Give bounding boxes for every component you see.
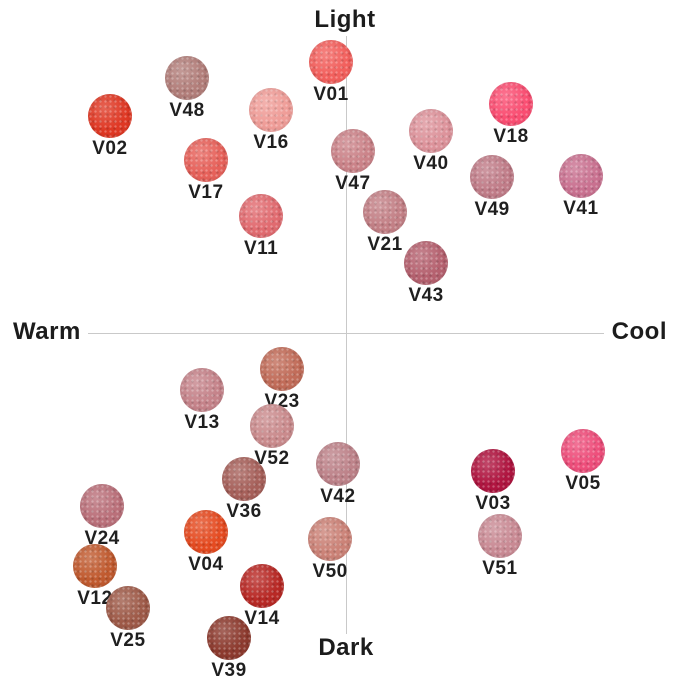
shade-code-label: V03	[475, 493, 511, 514]
shade-dot-v24	[80, 484, 125, 529]
shade-dot-v39	[207, 616, 251, 661]
shade-dot-v01	[309, 40, 353, 85]
shade-code-label: V16	[253, 132, 289, 154]
shade-code-label: V41	[563, 198, 599, 220]
shade-dot-v47	[330, 128, 375, 173]
shade-dot-v02	[87, 94, 132, 139]
shade-code-label: V04	[188, 553, 224, 575]
shade-dot-v51	[477, 514, 522, 559]
shade-dot-v11	[239, 194, 284, 238]
shade-code-label: V12	[77, 588, 113, 610]
shade-code-label: V24	[84, 528, 120, 550]
shade-code-label: V43	[408, 285, 444, 307]
axis-label-cool: Cool	[611, 318, 667, 345]
shade-dot-v16	[249, 88, 293, 133]
shade-code-label: V25	[110, 630, 146, 652]
shade-dot-v12	[72, 544, 117, 589]
shade-code-label: V51	[482, 558, 518, 580]
shade-dot-v03	[471, 449, 515, 493]
shade-dot-v36	[222, 457, 266, 502]
shade-code-label: V47	[335, 172, 371, 194]
shade-dot-v40	[408, 109, 453, 154]
shade-code-label: V50	[312, 561, 348, 583]
shade-code-label: V40	[413, 153, 449, 175]
shade-code-label: V39	[211, 660, 247, 679]
shade-code-label: V48	[169, 100, 205, 121]
vertical-axis-line	[346, 36, 347, 634]
axis-label-dark: Dark	[318, 634, 374, 661]
shade-code-label: V11	[243, 238, 279, 259]
shade-code-label: V21	[367, 234, 403, 256]
shade-code-label: V14	[244, 607, 280, 629]
shade-dot-v14	[240, 563, 284, 608]
shade-dot-v21	[363, 190, 407, 235]
shade-dot-v49	[470, 155, 515, 199]
shade-dot-v42	[315, 442, 360, 487]
axis-label-warm: Warm	[13, 318, 81, 345]
shade-code-label: V17	[188, 181, 224, 203]
horizontal-axis-line	[88, 333, 604, 334]
shade-code-label: V13	[184, 412, 220, 433]
shade-dot-v18	[489, 82, 533, 127]
shade-code-label: V36	[226, 501, 262, 523]
shade-code-label: V01	[313, 84, 349, 106]
shade-code-label: V52	[254, 448, 290, 469]
shade-code-label: V18	[493, 126, 529, 148]
shade-dot-v43	[404, 241, 449, 286]
shade-dot-v25	[105, 586, 150, 631]
shade-code-label: V02	[92, 138, 128, 160]
shade-dot-v48	[165, 56, 209, 100]
shade-dot-v05	[561, 428, 605, 473]
shade-dot-v04	[183, 509, 228, 554]
shade-code-label: V42	[320, 486, 356, 508]
axis-label-light: Light	[314, 6, 376, 33]
shade-dot-v41	[558, 154, 603, 199]
shade-dot-v13	[180, 368, 224, 412]
shade-code-label: V05	[565, 472, 601, 494]
shade-dot-v52	[249, 404, 294, 448]
shade-dot-v50	[308, 517, 353, 562]
shade-code-label: V49	[474, 199, 510, 220]
shade-dot-v23	[260, 347, 305, 391]
shade-dot-v17	[183, 137, 228, 182]
